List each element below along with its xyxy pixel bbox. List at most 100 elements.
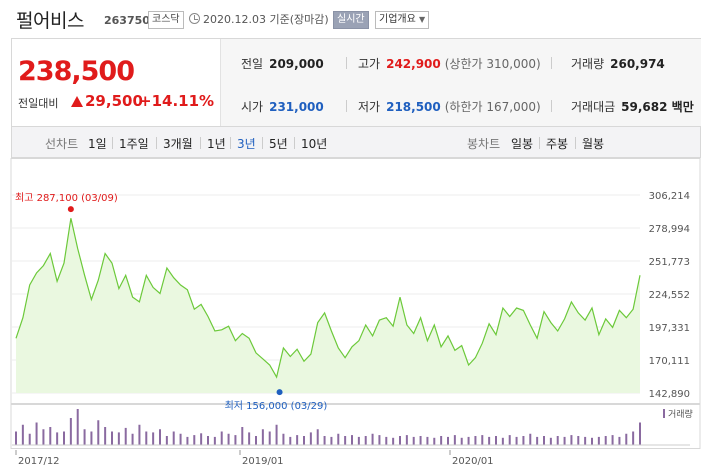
y-tick-label: 306,214 xyxy=(649,191,690,202)
volume-bar xyxy=(412,436,415,445)
candle-weekly[interactable]: 주봉 xyxy=(546,137,569,151)
divider xyxy=(156,137,157,149)
volume-bar xyxy=(357,436,360,445)
volume-bar xyxy=(433,437,436,445)
volume-bar xyxy=(261,429,264,445)
volume-bar xyxy=(90,431,93,445)
volume-bar xyxy=(42,429,45,445)
price-change-pct: +14.11% xyxy=(139,92,215,110)
volume-bar xyxy=(76,409,79,445)
period-10y[interactable]: 10년 xyxy=(301,137,328,151)
period-3y[interactable]: 3년 xyxy=(237,137,256,151)
stat-amount-value: 59,682 백만 xyxy=(621,100,694,114)
period-1w[interactable]: 1주일 xyxy=(119,137,149,151)
x-tick-label: 2020/01 xyxy=(452,456,494,467)
volume-bar xyxy=(268,431,271,445)
plot-frame xyxy=(10,158,701,404)
candle-monthly[interactable]: 월봉 xyxy=(582,137,605,151)
company-info-dropdown[interactable]: 기업개요 ▼ xyxy=(375,11,430,29)
volume-bar xyxy=(611,435,614,445)
volume-bar xyxy=(131,433,134,445)
volume-bar xyxy=(378,435,381,445)
divider xyxy=(575,137,576,149)
price-change: 29,500 xyxy=(85,92,143,110)
volume-bar xyxy=(69,418,72,445)
volume-bar xyxy=(467,436,470,445)
volume-bar xyxy=(138,424,141,445)
realtime-button[interactable]: 실시간 xyxy=(333,11,369,29)
volume-bar xyxy=(63,431,65,445)
volume-bar xyxy=(35,422,38,445)
stat-volume-label: 거래량 xyxy=(571,57,605,71)
stat-high-label: 고가 xyxy=(358,57,381,71)
volume-bar xyxy=(323,436,326,445)
volume-bar xyxy=(316,429,319,445)
volume-bar xyxy=(28,433,31,445)
volume-legend-swatch xyxy=(663,409,665,418)
volume-bar xyxy=(255,436,257,445)
divider xyxy=(262,137,263,149)
volume-bar xyxy=(296,435,299,445)
volume-bar xyxy=(447,436,449,445)
volume-bar xyxy=(426,436,429,445)
volume-bar xyxy=(515,436,518,445)
stat-prev-value: 209,000 xyxy=(269,57,324,71)
period-1d[interactable]: 1일 xyxy=(88,137,107,151)
market-badge: 코스닥 xyxy=(148,11,184,29)
stat-prev-label: 전일 xyxy=(241,57,264,71)
volume-bar xyxy=(21,424,24,445)
volume-bar xyxy=(83,429,86,445)
volume-bar xyxy=(241,427,244,445)
price-line xyxy=(15,218,641,379)
candle-daily[interactable]: 일봉 xyxy=(511,137,534,151)
volume-bar xyxy=(49,427,52,445)
y-tick-label: 170,111 xyxy=(649,356,690,367)
max-label: 최고 287,100 (03/09) xyxy=(15,192,118,204)
divider xyxy=(346,57,347,69)
volume-bar xyxy=(172,431,175,445)
volume-bar xyxy=(419,436,422,445)
volume-bar xyxy=(625,433,628,445)
period-5y[interactable]: 5년 xyxy=(269,137,288,151)
volume-bar xyxy=(165,436,168,445)
volume-bar xyxy=(591,437,593,445)
volume-bar xyxy=(330,436,333,445)
volume-bar xyxy=(632,431,635,445)
volume-bar xyxy=(529,433,532,445)
stat-amount-label: 거래대금 xyxy=(571,100,616,114)
quote-panel: 238,500 전일대비 29,500 +14.11% 전일 209,000 고가… xyxy=(11,38,701,126)
volume-bar xyxy=(453,435,456,445)
y-tick-label: 142,890 xyxy=(649,389,690,400)
stat-lower-limit: (하한가 167,000) xyxy=(444,100,541,114)
volume-bar xyxy=(200,433,203,445)
volume-bar xyxy=(234,435,237,445)
volume-bar xyxy=(618,436,621,445)
divider xyxy=(200,137,201,149)
chevron-down-icon: ▼ xyxy=(419,15,426,24)
stat-volume-value: 260,974 xyxy=(610,57,665,71)
clock-icon xyxy=(189,13,200,24)
divider xyxy=(294,137,295,149)
current-price: 238,500 xyxy=(18,56,135,87)
price-chart-svg: 306,214 278,994 251,773 224,552 197,331 170,1… xyxy=(10,158,701,467)
volume-bar xyxy=(104,427,107,445)
volume-bar xyxy=(508,435,511,445)
stock-code: 263750 xyxy=(104,14,150,27)
stats-block: 전일 209,000 고가 242,900 (상한가 310,000) 거래량 260,… xyxy=(221,39,701,126)
volume-bar xyxy=(227,433,230,445)
stat-open-value: 231,000 xyxy=(269,100,324,114)
y-tick-label: 197,331 xyxy=(649,323,690,334)
volume-bar xyxy=(549,437,552,445)
volume-bar xyxy=(501,437,504,445)
volume-bar xyxy=(597,436,600,445)
period-3m[interactable]: 3개월 xyxy=(163,137,193,151)
price-block: 238,500 전일대비 29,500 +14.11% xyxy=(12,39,221,126)
volume-legend-label: 거래량 xyxy=(668,408,693,420)
price-chart[interactable]: 306,214 278,994 251,773 224,552 197,331 170,1… xyxy=(0,158,701,470)
volume-bar xyxy=(440,436,443,445)
volume-bar xyxy=(405,435,408,445)
volume-bar xyxy=(604,436,607,445)
period-1y[interactable]: 1년 xyxy=(207,137,226,151)
volume-bar xyxy=(460,437,463,445)
volume-bar xyxy=(556,436,559,445)
